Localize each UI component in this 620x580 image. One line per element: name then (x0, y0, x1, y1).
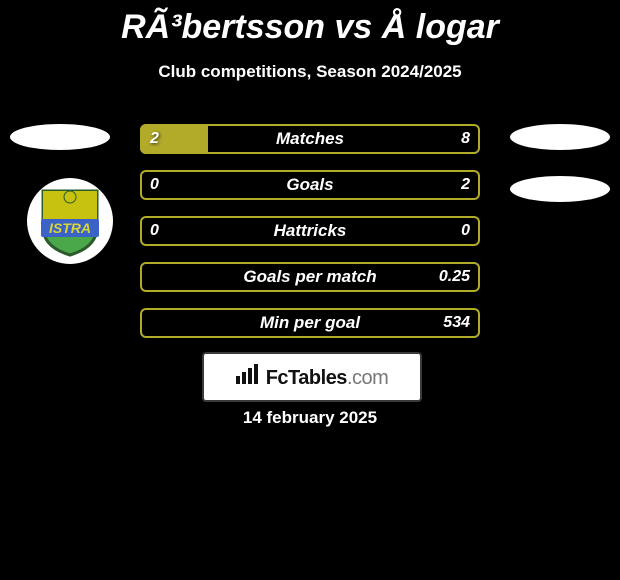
bar-row: 2 Matches 8 (140, 124, 480, 154)
page-title: RÃ³bertsson vs Å logar (0, 0, 620, 44)
bar-label: Goals (140, 170, 480, 200)
avatar-ellipse-right-mid (510, 176, 610, 202)
comparison-bars: 2 Matches 8 0 Goals 2 0 Hattricks 0 Goal… (140, 124, 480, 354)
date: 14 february 2025 (0, 408, 620, 428)
bar-row: Min per goal 534 (140, 308, 480, 338)
avatar-ellipse-left-top (10, 124, 110, 150)
bar-label: Hattricks (140, 216, 480, 246)
bar-label: Min per goal (140, 308, 480, 338)
bar-row: 0 Goals 2 (140, 170, 480, 200)
bar-row: Goals per match 0.25 (140, 262, 480, 292)
brand-domain: .com (347, 367, 388, 390)
bar-value-right: 0.25 (439, 262, 470, 292)
site-logo: FcTables .com (202, 352, 422, 402)
brand-name: FcTables (266, 367, 347, 390)
bar-label: Matches (140, 124, 480, 154)
bar-value-right: 0 (461, 216, 470, 246)
ball-icon (64, 191, 76, 203)
banner-text: ISTRA (49, 220, 91, 236)
avatar-ellipse-right-top (510, 124, 610, 150)
team-logo: ISTRA (27, 178, 113, 264)
bars-icon (236, 364, 262, 384)
bar-value-right: 8 (461, 124, 470, 154)
subheading: Club competitions, Season 2024/2025 (0, 62, 620, 82)
bar-value-right: 2 (461, 170, 470, 200)
bar-value-right: 534 (443, 308, 470, 338)
bar-label: Goals per match (140, 262, 480, 292)
bar-row: 0 Hattricks 0 (140, 216, 480, 246)
